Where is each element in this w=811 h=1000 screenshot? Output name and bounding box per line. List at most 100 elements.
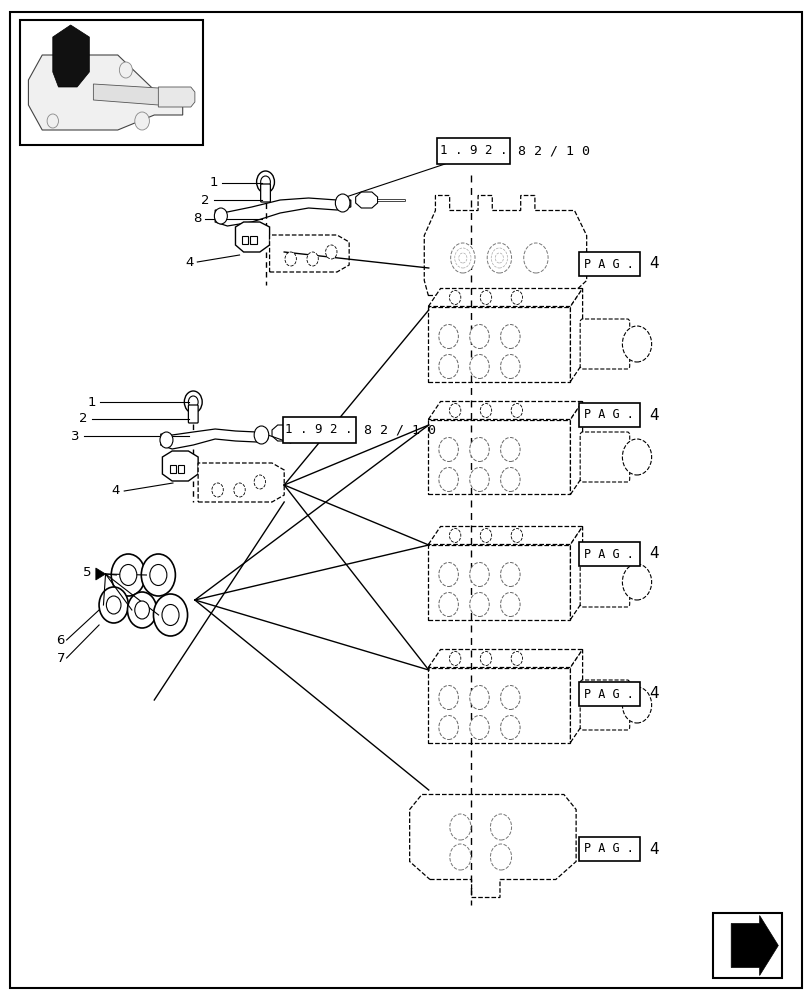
Text: 4: 4 — [649, 686, 659, 702]
Text: 7: 7 — [57, 652, 65, 664]
Circle shape — [214, 208, 227, 224]
Circle shape — [511, 290, 521, 304]
Circle shape — [99, 587, 128, 623]
Circle shape — [500, 716, 519, 740]
Bar — [242, 236, 248, 244]
Polygon shape — [569, 401, 582, 494]
Polygon shape — [428, 650, 582, 668]
Bar — [20, 20, 203, 145]
Circle shape — [500, 686, 519, 710]
Bar — [428, 306, 569, 381]
Circle shape — [449, 290, 461, 304]
Circle shape — [500, 562, 519, 586]
FancyBboxPatch shape — [579, 432, 629, 482]
Bar — [178, 465, 184, 473]
Circle shape — [254, 426, 268, 444]
Circle shape — [469, 716, 488, 740]
Polygon shape — [272, 425, 294, 441]
Text: 1: 1 — [88, 395, 96, 408]
Polygon shape — [158, 87, 195, 107]
Circle shape — [153, 594, 187, 636]
Circle shape — [135, 112, 149, 130]
Circle shape — [439, 437, 457, 461]
Circle shape — [325, 245, 337, 259]
Text: 1 . 9 2 .: 1 . 9 2 . — [285, 423, 353, 436]
Circle shape — [469, 592, 488, 616]
Circle shape — [184, 391, 202, 413]
Polygon shape — [93, 84, 178, 105]
Polygon shape — [428, 526, 582, 544]
Polygon shape — [569, 288, 582, 381]
Text: 4: 4 — [649, 842, 659, 856]
Circle shape — [449, 814, 470, 840]
Bar — [428, 668, 569, 742]
Text: P A G .: P A G . — [584, 548, 633, 560]
Polygon shape — [428, 288, 582, 306]
Circle shape — [490, 814, 511, 840]
Circle shape — [469, 324, 488, 348]
Text: 2: 2 — [79, 412, 88, 426]
Bar — [578, 837, 639, 861]
Text: P A G .: P A G . — [584, 842, 633, 855]
Text: 1 . 9 2 .: 1 . 9 2 . — [439, 144, 507, 157]
Text: 4: 4 — [649, 408, 659, 422]
Polygon shape — [28, 55, 182, 130]
Polygon shape — [215, 198, 350, 226]
Circle shape — [439, 324, 457, 348]
Text: 2: 2 — [201, 194, 209, 207]
Polygon shape — [409, 794, 575, 898]
Circle shape — [260, 176, 270, 188]
Circle shape — [469, 562, 488, 586]
Text: P A G .: P A G . — [584, 688, 633, 700]
FancyBboxPatch shape — [579, 680, 629, 730]
Circle shape — [511, 528, 521, 542]
Circle shape — [127, 592, 157, 628]
Circle shape — [212, 483, 223, 497]
Text: 4: 4 — [185, 255, 193, 268]
Circle shape — [469, 467, 488, 491]
Circle shape — [449, 403, 461, 418]
Circle shape — [469, 437, 488, 461]
Circle shape — [111, 554, 145, 596]
Circle shape — [307, 252, 318, 266]
Circle shape — [480, 652, 491, 666]
FancyBboxPatch shape — [260, 184, 270, 202]
Polygon shape — [235, 222, 269, 252]
Circle shape — [188, 396, 198, 408]
Text: 4: 4 — [649, 546, 659, 562]
Circle shape — [119, 62, 132, 78]
Circle shape — [141, 554, 175, 596]
Circle shape — [490, 844, 511, 870]
Circle shape — [500, 354, 519, 378]
Bar — [578, 403, 639, 427]
Text: 5: 5 — [83, 566, 91, 578]
Polygon shape — [198, 463, 284, 502]
Circle shape — [160, 432, 173, 448]
Circle shape — [439, 354, 457, 378]
Circle shape — [254, 475, 265, 489]
Text: 6: 6 — [57, 634, 65, 647]
Circle shape — [469, 354, 488, 378]
Circle shape — [449, 844, 470, 870]
Circle shape — [162, 604, 179, 626]
Polygon shape — [53, 25, 89, 87]
Circle shape — [622, 326, 650, 362]
Circle shape — [449, 528, 461, 542]
Text: 4: 4 — [649, 256, 659, 271]
Bar — [578, 252, 639, 276]
FancyBboxPatch shape — [579, 319, 629, 369]
Circle shape — [335, 194, 350, 212]
Text: 8: 8 — [193, 213, 201, 226]
Bar — [428, 544, 569, 619]
Circle shape — [439, 592, 457, 616]
Circle shape — [450, 243, 474, 273]
Text: 8 2 / 1 0: 8 2 / 1 0 — [517, 144, 590, 157]
Circle shape — [487, 243, 511, 273]
Circle shape — [480, 528, 491, 542]
Circle shape — [500, 592, 519, 616]
Text: 4: 4 — [112, 485, 120, 497]
Text: P A G .: P A G . — [584, 408, 633, 422]
Polygon shape — [269, 235, 349, 272]
Circle shape — [523, 243, 547, 273]
Polygon shape — [355, 192, 377, 208]
